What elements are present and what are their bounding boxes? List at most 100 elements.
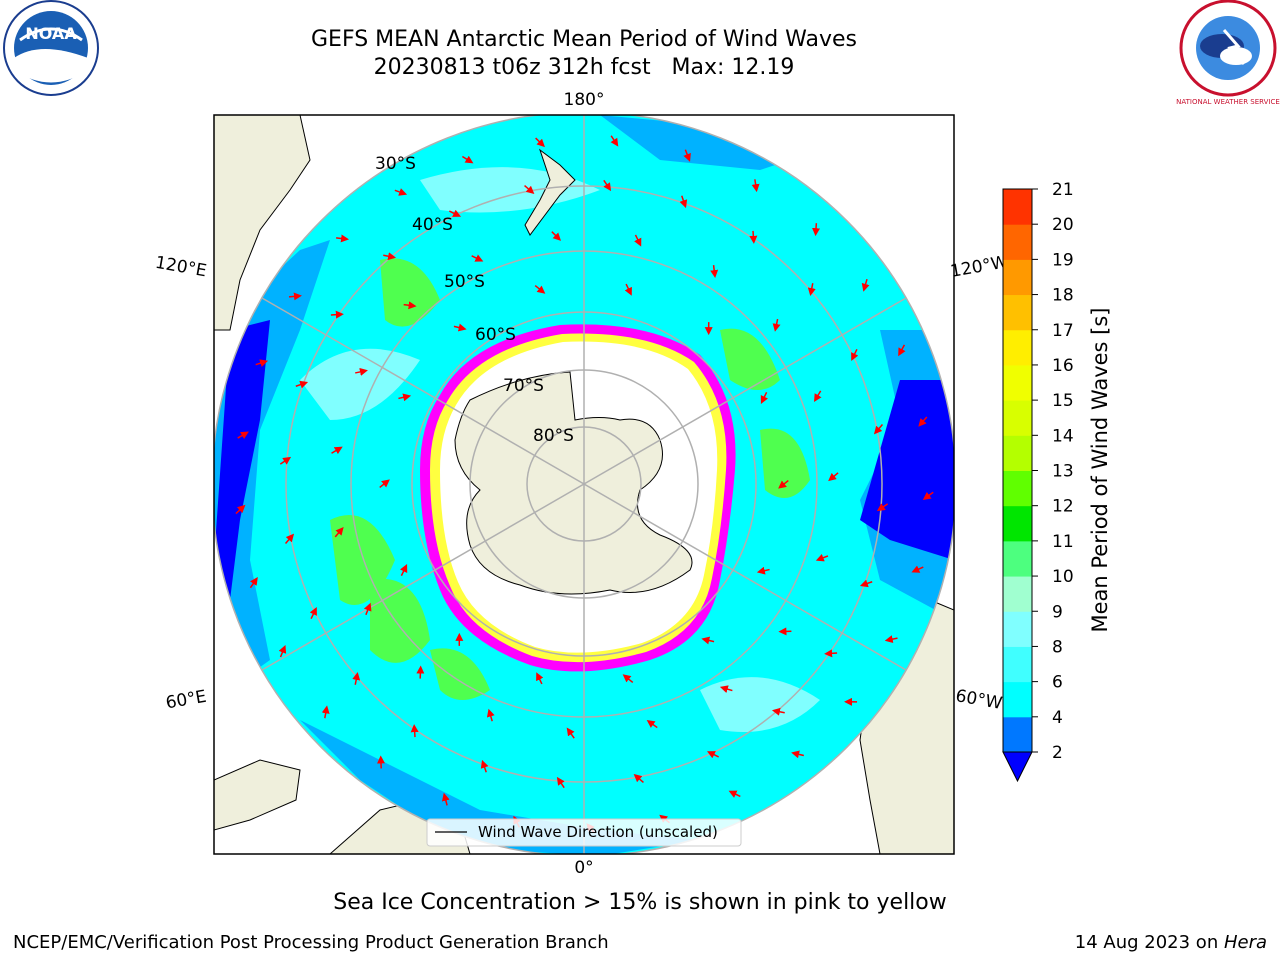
wind-wave-arrows bbox=[235, 135, 934, 834]
colorbar-tick-label: 21 bbox=[1052, 180, 1074, 200]
wind-wave-arrow bbox=[566, 727, 575, 739]
wind-wave-arrow bbox=[756, 566, 770, 575]
wind-wave-arrow bbox=[278, 644, 287, 658]
wind-wave-arrow bbox=[828, 472, 839, 482]
colorbar-tick-label: 8 bbox=[1052, 637, 1063, 657]
wind-wave-arrow bbox=[379, 479, 390, 489]
wind-wave-arrow bbox=[771, 707, 785, 716]
colorbar-tick-label: 9 bbox=[1052, 602, 1063, 622]
wind-wave-arrow bbox=[249, 577, 258, 589]
wind-wave-arrow bbox=[480, 759, 489, 773]
wind-wave-arrow bbox=[898, 344, 906, 357]
wind-wave-arrow bbox=[279, 456, 292, 465]
wind-wave-arrow bbox=[534, 284, 546, 294]
sea-ice-note: Sea Ice Concentration > 15% is shown in … bbox=[333, 890, 947, 915]
chart-title: GEFS MEAN Antarctic Mean Period of Wind … bbox=[311, 27, 857, 52]
colorbar-tick-label: 16 bbox=[1052, 356, 1074, 376]
wind-wave-arrow bbox=[622, 674, 634, 684]
wind-wave-arrow bbox=[334, 526, 344, 538]
colorbar-segment bbox=[1003, 505, 1032, 542]
wind-wave-arrow bbox=[399, 564, 408, 577]
colorbar-tick-label: 20 bbox=[1052, 215, 1074, 235]
wind-wave-arrow bbox=[751, 179, 760, 193]
antarctica-land bbox=[454, 371, 693, 595]
wind-wave-arrow bbox=[884, 635, 898, 644]
wind-wave-arrow bbox=[812, 223, 821, 237]
credit-date: 14 Aug 2023 on bbox=[1074, 932, 1224, 953]
map-area: Wind Wave Direction (unscaled) bbox=[214, 115, 954, 854]
wind-wave-arrow bbox=[710, 265, 719, 279]
wind-wave-arrow bbox=[355, 368, 368, 376]
arrow-legend: Wind Wave Direction (unscaled) bbox=[426, 818, 742, 847]
colorbar-under-triangle bbox=[1002, 751, 1033, 783]
wind-wave-arrow bbox=[646, 719, 658, 729]
colorbar-segment bbox=[1003, 189, 1032, 225]
nws-logo-text: NATIONAL WEATHER SERVICE bbox=[1176, 98, 1280, 106]
wind-wave-arrow bbox=[873, 424, 884, 435]
nws-logo: NATIONAL WEATHER SERVICE bbox=[1176, 0, 1280, 106]
wind-wave-arrow bbox=[749, 230, 758, 244]
wind-wave-arrow bbox=[859, 579, 873, 588]
wind-wave-arrow bbox=[603, 179, 612, 192]
colorbar-tick-label: 4 bbox=[1052, 708, 1063, 728]
wind-wave-arrow bbox=[363, 602, 372, 616]
colorbar: 2 4 6 8 9 10 11 12 13 14 15 16 17 18 19 20 21 Mean Perio… bbox=[1002, 180, 1112, 783]
colorbar-segment bbox=[1003, 576, 1032, 612]
wind-wave-arrow bbox=[556, 776, 565, 789]
graticule bbox=[214, 115, 954, 854]
colorbar-segment bbox=[1003, 681, 1032, 718]
wind-wave-arrow bbox=[284, 533, 295, 544]
colorbar-tick-label: 13 bbox=[1052, 462, 1074, 482]
credit-right: 14 Aug 2023 on Hera bbox=[1075, 932, 1267, 953]
legend-label: Wind Wave Direction (unscaled) bbox=[478, 823, 718, 841]
wind-wave-arrow bbox=[471, 254, 484, 262]
colorbar-tick-label: 12 bbox=[1052, 497, 1074, 517]
colorbar-segment bbox=[1003, 329, 1032, 366]
lon-label-120w: 120°W bbox=[949, 252, 1010, 282]
wind-wave-arrow bbox=[331, 446, 343, 455]
lat-label-30s: 30°S bbox=[375, 154, 416, 174]
lon-label-60w: 60°W bbox=[954, 686, 1004, 714]
wind-wave-arrow bbox=[441, 792, 450, 806]
wind-wave-arrow bbox=[486, 708, 495, 722]
colorbar-segment bbox=[1003, 611, 1032, 647]
colorbar-segment bbox=[1003, 400, 1032, 436]
colorbar-segment bbox=[1003, 294, 1032, 331]
wind-wave-arrow bbox=[701, 636, 715, 645]
wind-wave-arrow bbox=[398, 393, 412, 402]
lat-label-80s: 80°S bbox=[533, 426, 574, 446]
wind-wave-arrow bbox=[760, 391, 769, 404]
noaa-logo-text: NOAA bbox=[25, 24, 77, 43]
wind-wave-arrow bbox=[352, 671, 361, 685]
colorbar-segment bbox=[1003, 540, 1032, 577]
wind-wave-arrow bbox=[453, 323, 467, 332]
colorbar-label: Mean Period of Wind Waves [s] bbox=[1088, 308, 1112, 633]
wind-wave-arrow bbox=[410, 724, 419, 738]
wind-wave-arrow bbox=[524, 184, 535, 195]
colorbar-segment bbox=[1003, 259, 1032, 296]
wind-wave-arrow bbox=[719, 685, 733, 693]
lon-label-0: 0° bbox=[574, 858, 593, 878]
wind-wave-arrow bbox=[922, 491, 934, 500]
colorbar-tick-label: 11 bbox=[1052, 532, 1074, 552]
colorbar-segment bbox=[1003, 435, 1032, 471]
wind-wave-arrow bbox=[861, 278, 870, 292]
colorbar-tick-label: 19 bbox=[1052, 250, 1074, 270]
wind-wave-arrow bbox=[383, 252, 397, 261]
lat-label-70s: 70°S bbox=[503, 376, 544, 396]
colorbar-segment bbox=[1003, 646, 1032, 683]
colorbar-segment bbox=[1003, 716, 1032, 753]
colorbar-tick-label: 17 bbox=[1052, 321, 1074, 341]
wind-wave-arrow bbox=[772, 318, 781, 332]
wind-wave-arrow bbox=[330, 310, 344, 319]
colorbar-tick-label: 6 bbox=[1052, 673, 1063, 693]
colorbar-tick-label: 14 bbox=[1052, 426, 1074, 446]
colorbar-tick-label: 10 bbox=[1052, 567, 1074, 587]
wind-wave-arrow bbox=[610, 135, 619, 147]
wind-wave-arrow bbox=[814, 390, 822, 403]
wind-wave-arrow bbox=[321, 705, 330, 719]
lat-label-60s: 60°S bbox=[475, 325, 516, 345]
wind-wave-arrow bbox=[918, 416, 928, 427]
chart-subtitle: 20230813 t06z 312h fcst Max: 12.19 bbox=[373, 55, 795, 80]
